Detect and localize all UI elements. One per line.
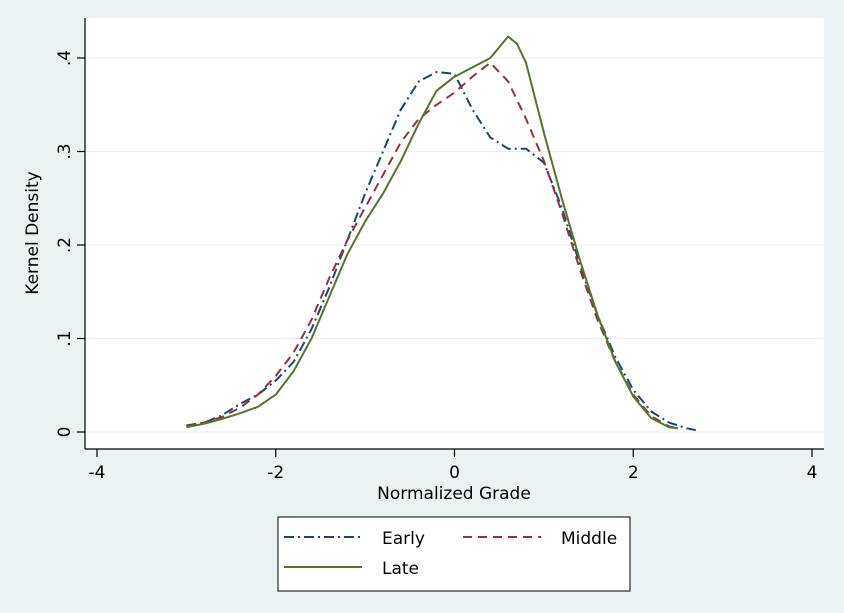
y-tick-label: .2	[55, 237, 75, 253]
y-tick-label: .3	[55, 143, 75, 159]
y-axis-title: Kernel Density	[23, 171, 43, 294]
legend: Early Middle Late	[277, 516, 631, 592]
series-layer	[186, 35, 696, 432]
y-tick-label: 0	[55, 427, 75, 438]
x-tick-label: 4	[807, 463, 818, 483]
x-tick-label: 0	[449, 463, 460, 483]
legend-label-late: Late	[382, 559, 419, 579]
y-axis-ticks: 0 .1 .2 .3 .4	[55, 50, 85, 438]
y-tick-label: .1	[55, 330, 75, 346]
series-line-middle	[186, 61, 679, 430]
y-tick-label: .4	[55, 50, 75, 66]
legend-box	[277, 516, 631, 592]
plot-area	[85, 18, 824, 449]
series-line-early	[186, 71, 696, 432]
x-axis-ticks: -4 -2 0 2 4	[89, 449, 818, 483]
legend-label-middle: Middle	[561, 529, 617, 549]
x-tick-label: -2	[267, 463, 284, 483]
x-axis-title: Normalized Grade	[377, 484, 531, 504]
series-line-late	[186, 35, 679, 430]
legend-label-early: Early	[382, 529, 425, 549]
x-tick-label: -4	[89, 463, 106, 483]
gridlines	[85, 57, 824, 433]
x-tick-label: 2	[628, 463, 639, 483]
